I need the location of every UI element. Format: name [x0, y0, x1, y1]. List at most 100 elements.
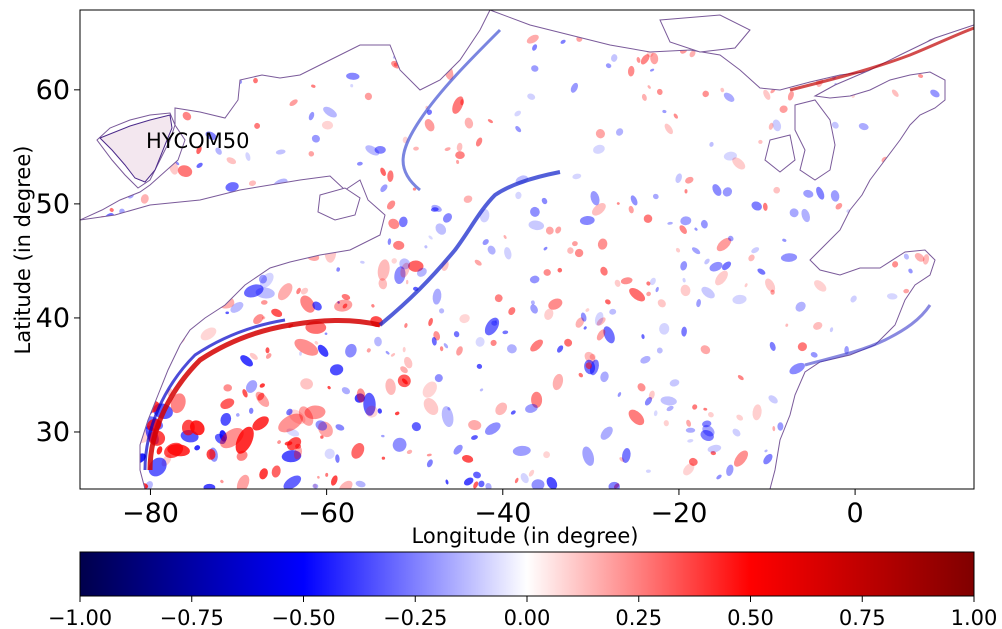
eddy-mark — [296, 287, 301, 295]
eddy-mark — [220, 427, 244, 449]
eddy-mark — [324, 448, 335, 459]
colorbar-tick-label: 0.25 — [615, 606, 662, 629]
eddy-mark — [653, 410, 658, 417]
eddy-mark — [335, 424, 345, 431]
eddy-mark — [660, 396, 677, 406]
eddy-mark — [318, 421, 333, 438]
eddy-mark — [733, 450, 749, 467]
eddy-mark — [685, 427, 696, 433]
eddy-mark — [680, 261, 688, 271]
eddy-mark — [557, 267, 563, 273]
eddy-mark — [474, 259, 482, 266]
eddy-mark — [253, 77, 258, 84]
eddy-mark — [463, 195, 473, 203]
eddy-mark — [650, 68, 655, 72]
eddy-mark — [317, 475, 320, 479]
eddy-mark — [530, 300, 535, 305]
eddy-mark — [295, 443, 302, 449]
eddy-mark — [641, 93, 647, 101]
eddy-mark — [262, 316, 266, 320]
eddy-mark — [240, 355, 253, 367]
eddy-mark — [922, 254, 930, 265]
eddy-mark — [225, 182, 239, 192]
land-north-america-south — [80, 175, 386, 489]
x-axis-title: Longitude (in degree) — [412, 524, 639, 548]
eddy-mark — [230, 301, 244, 313]
eddy-mark — [543, 451, 550, 459]
eddy-mark — [525, 403, 538, 413]
eddy-mark — [220, 413, 232, 426]
colorbar-ticks: −1.00 −0.75 −0.50 −0.25 0.00 0.25 0.50 0.75 1.00 — [48, 596, 997, 629]
gulf-stream-inner — [143, 318, 286, 471]
eddy-mark — [391, 258, 397, 264]
eddy-mark — [728, 235, 734, 242]
eddy-mark — [918, 74, 924, 78]
eddy-mark — [512, 445, 531, 456]
eddy-mark — [388, 218, 400, 230]
eddy-mark — [304, 405, 326, 420]
eddy-mark — [456, 142, 463, 152]
eddy-mark — [196, 145, 202, 155]
eddy-mark — [546, 477, 558, 489]
eddy-mark — [545, 226, 554, 235]
eddy-mark — [744, 283, 748, 288]
eddy-mark — [769, 341, 776, 351]
eddy-mark — [329, 364, 344, 376]
eddy-mark — [701, 286, 715, 299]
eddy-mark — [675, 247, 681, 253]
eddy-mark — [398, 216, 408, 228]
eddy-mark — [235, 426, 254, 454]
eddy-mark — [455, 151, 465, 160]
eddy-mark — [502, 330, 509, 335]
eddy-mark — [277, 283, 293, 301]
eddy-mark — [789, 362, 805, 375]
eddy-mark — [691, 247, 701, 255]
eddy-mark — [346, 72, 360, 80]
eddy-mark — [164, 442, 184, 459]
eddy-mark — [244, 284, 264, 298]
eddy-mark — [235, 413, 240, 417]
eddy-mark — [479, 388, 484, 392]
eddy-mark — [156, 446, 163, 455]
eddy-mark — [646, 291, 651, 297]
eddy-mark — [337, 301, 340, 304]
eddy-mark — [366, 348, 371, 353]
eddy-mark — [720, 87, 725, 93]
eddy-mark — [541, 197, 548, 205]
eddy-mark — [613, 483, 620, 489]
eddy-mark — [385, 351, 390, 355]
eddy-mark — [751, 247, 760, 254]
eddy-mark — [600, 371, 609, 383]
eddy-mark — [334, 299, 353, 312]
eddy-mark — [387, 238, 392, 245]
eddy-mark — [405, 279, 409, 285]
colorbar-tick-label: −1.00 — [48, 606, 112, 629]
eddy-mark — [682, 277, 686, 283]
eddy-mark — [200, 327, 217, 341]
eddy-mark — [475, 337, 485, 347]
eddy-mark — [260, 272, 274, 289]
eddy-mark — [646, 281, 651, 286]
eddy-mark — [487, 119, 493, 124]
eddy-mark — [858, 123, 869, 131]
eddy-mark — [399, 258, 411, 270]
eddy-mark — [288, 409, 306, 425]
x-tick-label: −80 — [122, 498, 179, 529]
x-tick-label: −20 — [650, 498, 707, 529]
eddy-mark — [530, 339, 543, 352]
eddy-mark — [531, 65, 539, 72]
colorbar-tick-label: −0.75 — [160, 606, 224, 629]
eddy-mark — [560, 39, 566, 44]
eddy-mark — [300, 287, 309, 295]
eddy-mark — [468, 420, 482, 431]
eddy-mark — [315, 420, 328, 431]
eddy-mark — [478, 480, 485, 488]
eddy-mark — [702, 90, 709, 98]
eddy-mark — [543, 269, 551, 276]
eddy-mark — [265, 353, 272, 359]
eddy-mark — [709, 261, 723, 272]
eddy-mark — [762, 202, 768, 211]
eddy-mark — [908, 268, 913, 274]
eddy-mark — [411, 422, 421, 432]
eddy-mark — [594, 311, 604, 326]
